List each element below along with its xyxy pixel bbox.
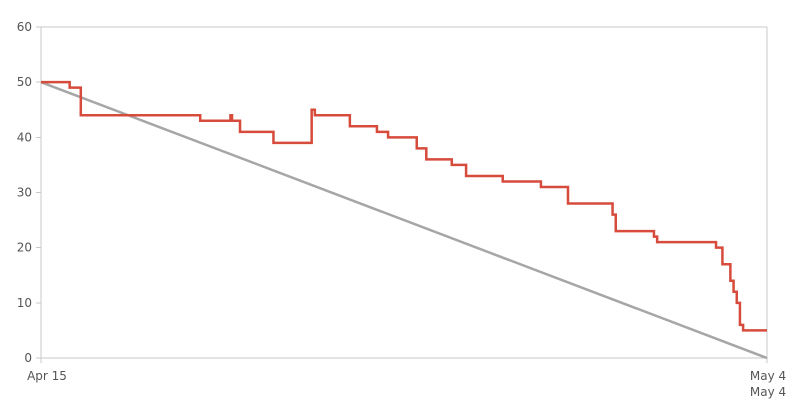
y-axis-ticks: 0 10 20 30 40 50 60 [17,20,41,365]
y-tick-label: 60 [17,20,32,34]
x-tick-label: Apr 15 [27,369,67,383]
x-axis-ticks: Apr 15 May 4 May 4 [27,358,786,399]
x-tick-label: May 4 [750,369,786,383]
y-tick-label: 10 [17,296,32,310]
series-layer [40,80,768,360]
y-tick-label: 20 [17,241,32,255]
y-tick-label: 30 [17,186,32,200]
plot-frame [40,26,768,359]
y-tick-label: 50 [17,75,32,89]
y-tick-label: 40 [17,130,32,144]
y-tick-label: 0 [24,351,32,365]
x-tick-label: May 4 [750,385,786,399]
remaining-work-line [41,80,767,332]
ideal-trend-line [40,81,768,360]
